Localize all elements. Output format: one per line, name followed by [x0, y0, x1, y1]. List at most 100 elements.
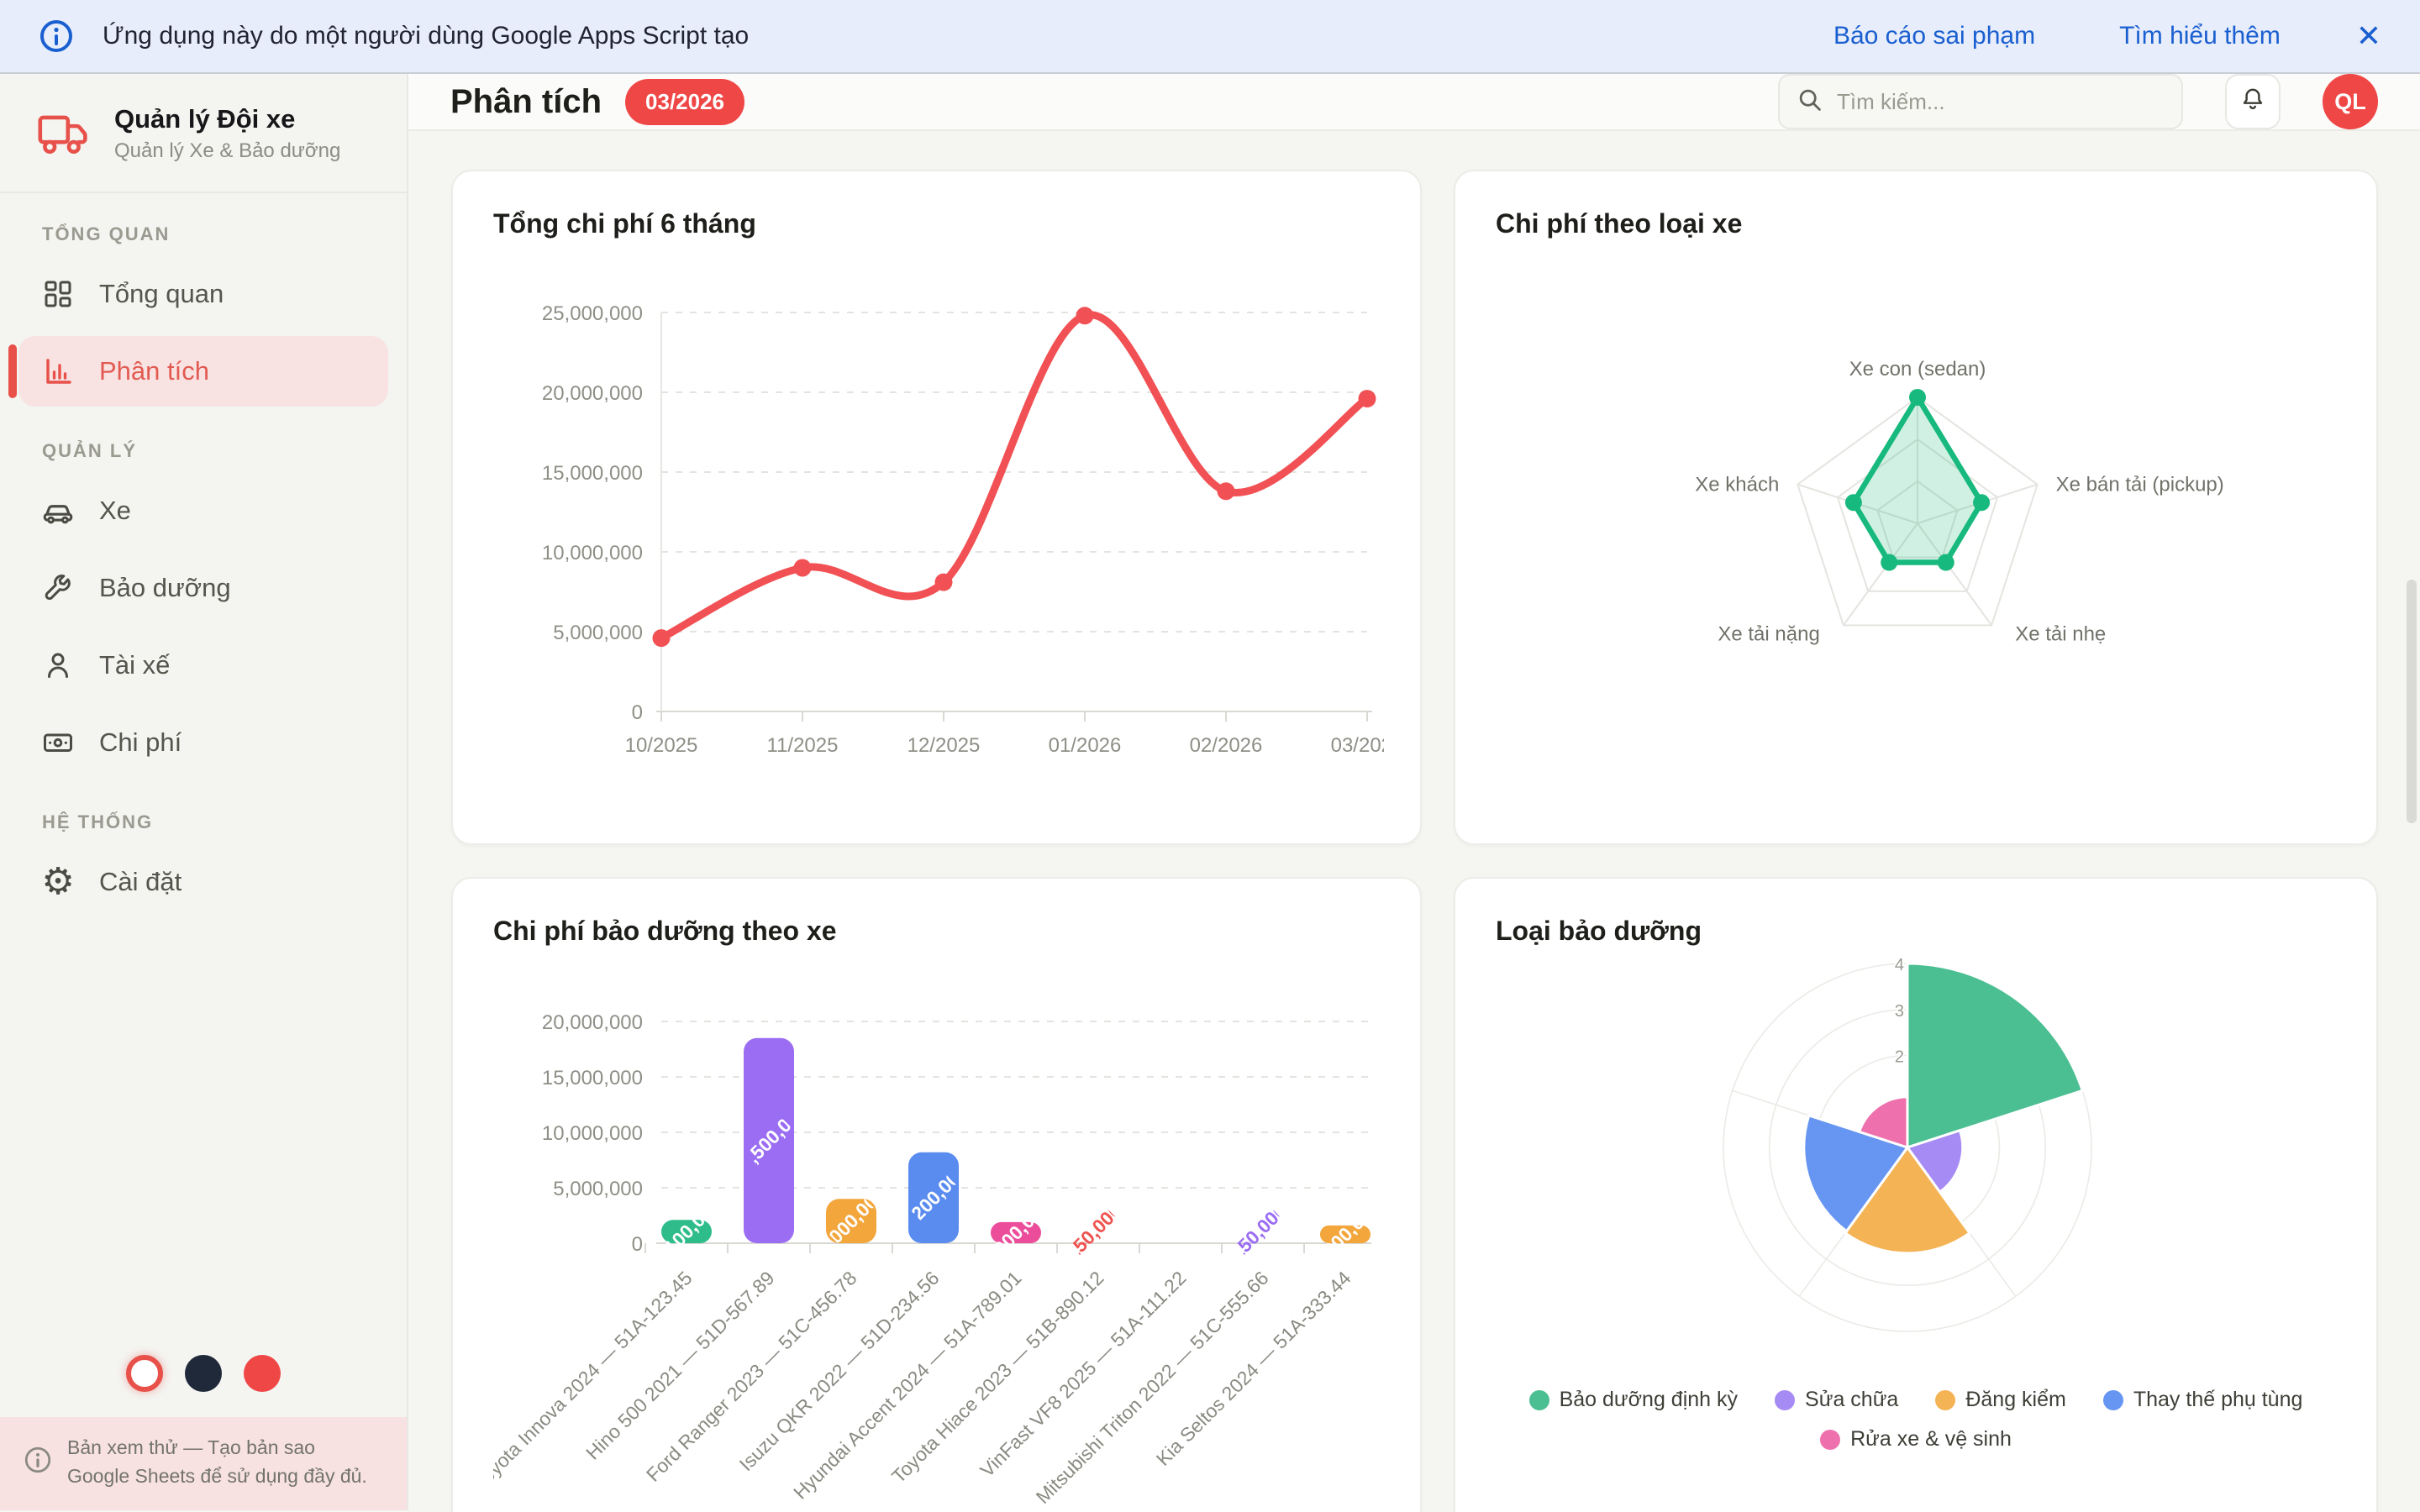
theme-dot-red[interactable]	[244, 1355, 281, 1393]
legend-item[interactable]: Thay thế phụ tùng	[2102, 1388, 2302, 1412]
svg-text:1,600,000: 1,600,000	[1307, 1196, 1384, 1273]
svg-text:4,000,000: 4,000,000	[813, 1183, 890, 1259]
theme-dot-light[interactable]	[126, 1355, 163, 1393]
sidebar-item-label: Bảo dưỡng	[99, 573, 231, 602]
wrench-icon	[40, 570, 76, 606]
svg-text:01/2026: 01/2026	[1049, 734, 1122, 757]
sidebar-item-cai-dat[interactable]: ⚙ Cài đặt	[18, 847, 388, 917]
learn-more-link[interactable]: Tìm hiểu thêm	[2119, 22, 2281, 50]
legend-dot	[1775, 1389, 1796, 1410]
sidebar-item-label: Phân tích	[99, 356, 209, 386]
card-title: Tổng chi phí 6 tháng	[493, 208, 756, 239]
bar-chart: 0 5,000,000 10,000,000 15,000,000 20,000,000…	[470, 1011, 1387, 1508]
sidebar-item-phan-tich[interactable]: Phân tích	[8, 336, 388, 407]
svg-text:Xe tải nhẹ: Xe tải nhẹ	[2015, 622, 2106, 645]
legend-dot	[2102, 1389, 2123, 1410]
svg-text:0: 0	[632, 701, 643, 724]
theme-dot-dark[interactable]	[185, 1355, 222, 1393]
polar-legend-row-1: Bảo dưỡng định kỳ Sửa chữa Đăng kiểm Tha…	[1496, 1388, 2336, 1412]
line-chart: 0 5,000,000 10,000,000 15,000,000 20,000,000…	[542, 302, 1404, 757]
svg-text:150,000: 150,000	[1226, 1200, 1291, 1264]
app-subtitle: Quản lý Xe & Bảo dưỡng	[114, 139, 341, 162]
app-title: Quản lý Đội xe	[114, 104, 296, 134]
apps-script-banner: Ứng dụng này do một người dùng Google Ap…	[0, 0, 2420, 74]
polar-legend-row-2: Rửa xe & vệ sinh	[1496, 1427, 2336, 1452]
svg-text:5,000,000: 5,000,000	[553, 1178, 643, 1200]
svg-text:3: 3	[1895, 1002, 1904, 1021]
radar-chart: Xe con (sedan) Xe bán tải (pickup) Xe tải …	[1695, 358, 2224, 645]
legend-item[interactable]: Bảo dưỡng định kỳ	[1528, 1388, 1738, 1412]
svg-text:10,000,000: 10,000,000	[542, 1122, 643, 1145]
sidebar-item-label: Cài đặt	[99, 867, 182, 896]
sidebar-item-tai-xe[interactable]: Tài xế	[18, 630, 388, 701]
section-overview: TỔNG QUAN	[42, 223, 171, 244]
sidebar-item-label: Tài xế	[99, 650, 171, 680]
sidebar-item-tong-quan[interactable]: Tổng quan	[18, 259, 388, 329]
svg-text:11/2025: 11/2025	[767, 734, 839, 757]
sidebar-item-label: Chi phí	[99, 727, 182, 757]
svg-text:5,000,000: 5,000,000	[553, 622, 643, 644]
section-manage: QUẢN LÝ	[42, 440, 137, 461]
svg-text:Xe con (sedan): Xe con (sedan)	[1849, 358, 1986, 381]
svg-text:2,100,000: 2,100,000	[649, 1194, 725, 1270]
bar-chart-icon	[40, 354, 76, 389]
card-cost-by-vehicle-type: Chi phí theo loại xe Xe con (sedan) Xe bá…	[1454, 170, 2378, 845]
svg-text:10/2025: 10/2025	[625, 734, 698, 757]
svg-text:4: 4	[1895, 956, 1904, 974]
svg-text:10,000,000: 10,000,000	[542, 542, 643, 564]
legend-dot	[1935, 1389, 1956, 1410]
sidebar-item-bao-duong[interactable]: Bảo dưỡng	[18, 553, 388, 623]
report-abuse-link[interactable]: Báo cáo sai phạm	[1833, 22, 2036, 50]
card-title: Loại bảo dưỡng	[1496, 916, 1702, 946]
polar-area-chart: 2 3 4	[1723, 954, 2092, 1332]
sidebar-item-label: Xe	[99, 496, 131, 525]
sidebar-item-xe[interactable]: Xe	[18, 475, 388, 546]
avatar[interactable]: QL	[2323, 74, 2378, 129]
bell-icon	[2238, 85, 2268, 119]
legend-dot	[1820, 1429, 1841, 1450]
card-total-cost: Tổng chi phí 6 tháng 0 5,000,000 10,000,00…	[451, 170, 1422, 845]
info-icon	[24, 1446, 52, 1478]
svg-text:Xe tải nặng: Xe tải nặng	[1718, 622, 1819, 645]
svg-text:20,000,000: 20,000,000	[542, 382, 643, 405]
person-icon	[40, 648, 76, 683]
svg-text:2: 2	[1895, 1048, 1904, 1067]
svg-text:20,000,000: 20,000,000	[542, 1011, 643, 1034]
truck-logo-icon	[37, 109, 92, 158]
trial-note: Bản xem thử — Tạo bản sao Google Sheets …	[0, 1417, 407, 1510]
card-title: Chi phí bảo dưỡng theo xe	[493, 916, 837, 946]
search-icon	[1797, 87, 1823, 118]
svg-text:Xe bán tải (pickup): Xe bán tải (pickup)	[2056, 474, 2224, 496]
svg-text:02/2026: 02/2026	[1190, 734, 1263, 757]
notifications-button[interactable]	[2225, 74, 2281, 129]
sidebar-item-label: Tổng quan	[99, 279, 224, 308]
info-icon	[39, 18, 74, 54]
page-title: Phân tích	[450, 82, 602, 120]
gear-icon: ⚙	[41, 861, 75, 902]
legend-item[interactable]: Rửa xe & vệ sinh	[1820, 1427, 2012, 1452]
svg-text:25,000,000: 25,000,000	[542, 302, 643, 325]
card-maintenance-by-vehicle: Chi phí bảo dưỡng theo xe 0 5,000,000 10,0…	[451, 877, 1422, 1512]
banner-text: Ứng dụng này do một người dùng Google Ap…	[103, 22, 750, 50]
theme-dots	[0, 1336, 407, 1417]
close-icon[interactable]: ✕	[2355, 18, 2381, 53]
legend-dot	[1528, 1389, 1549, 1410]
page-header: Phân tích 03/2026	[408, 74, 2420, 131]
card-title: Chi phí theo loại xe	[1496, 208, 1743, 239]
app-logo-row: Quản lý Đội xe Quản lý Xe & Bảo dưỡng	[0, 74, 407, 193]
legend-item[interactable]: Sửa chữa	[1775, 1388, 1898, 1412]
scrollbar[interactable]	[2407, 580, 2417, 823]
svg-text:0: 0	[632, 1233, 643, 1256]
card-maintenance-type: Loại bảo dưỡng 2 3 4 Bảo dưỡng định kỳ Sửa…	[1454, 877, 2378, 1512]
search-input[interactable]	[1837, 88, 2165, 115]
svg-text:15,000,000: 15,000,000	[542, 462, 643, 485]
svg-text:1,900,000: 1,900,000	[978, 1194, 1055, 1271]
dashboard-icon	[40, 276, 76, 312]
car-icon	[40, 493, 76, 528]
search-box[interactable]	[1778, 74, 2183, 129]
legend-item[interactable]: Đăng kiểm	[1935, 1388, 2066, 1412]
svg-text:Xe khách: Xe khách	[1695, 474, 1779, 496]
sidebar: Quản lý Đội xe Quản lý Xe & Bảo dưỡng TỔ…	[0, 74, 408, 1510]
sidebar-item-chi-phi[interactable]: Chi phí	[18, 707, 388, 778]
trial-note-text: Bản xem thử — Tạo bản sao Google Sheets …	[67, 1436, 367, 1487]
